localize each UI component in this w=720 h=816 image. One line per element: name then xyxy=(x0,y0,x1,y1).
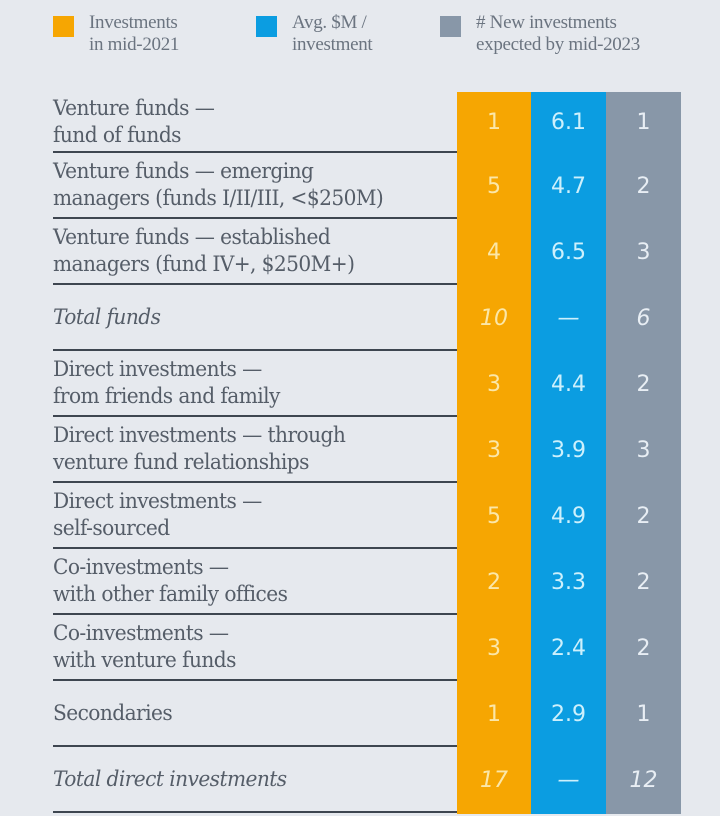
cell-investments-mid-2021: 3 xyxy=(457,417,531,484)
row-label: Secondaries xyxy=(53,700,173,725)
cell-new-investments-2023: 2 xyxy=(606,153,681,220)
table-total-row: Total direct investments 17—12 xyxy=(53,747,681,814)
row-label: Direct investments — through venture fun… xyxy=(53,423,346,474)
cell-new-investments-2023: 3 xyxy=(606,417,681,484)
cell-new-investments-2023: 2 xyxy=(606,615,681,682)
cell-avg-per-investment: 4.7 xyxy=(531,153,606,220)
row-label: Direct investments — from friends and fa… xyxy=(53,357,280,408)
cell-investments-mid-2021: 17 xyxy=(457,747,531,814)
cell-new-investments-2023: 2 xyxy=(606,351,681,418)
row-label: Venture funds — established managers (fu… xyxy=(53,225,355,276)
cell-avg-per-investment: 3.9 xyxy=(531,417,606,484)
table-row: Venture funds — emerging managers (funds… xyxy=(53,153,681,220)
cell-new-investments-2023: 2 xyxy=(606,549,681,616)
cell-avg-per-investment: 4.9 xyxy=(531,483,606,550)
legend-item-investments-mid-2021: Investments in mid-2021 xyxy=(53,12,179,56)
cell-investments-mid-2021: 10 xyxy=(457,285,531,352)
cell-new-investments-2023: 2 xyxy=(606,483,681,550)
cell-investments-mid-2021: 1 xyxy=(457,681,531,748)
cell-avg-per-investment: 6.5 xyxy=(531,219,606,286)
cell-new-investments-2023: 3 xyxy=(606,219,681,286)
cell-avg-per-investment: 4.4 xyxy=(531,351,606,418)
cell-investments-mid-2021: 2 xyxy=(457,549,531,616)
legend-item-avg-per-investment: Avg. $M / investment xyxy=(256,12,373,56)
table-row: Direct investments — from friends and fa… xyxy=(53,351,681,418)
table-row: Co-investments — with other family offic… xyxy=(53,549,681,616)
legend-label: Investments in mid-2021 xyxy=(89,12,180,55)
table-row: Direct investments — self-sourced 5 4.9 2 xyxy=(53,483,681,550)
table-total-row: Total funds 10—6 xyxy=(53,285,681,352)
row-label: Venture funds — fund of funds xyxy=(53,95,215,147)
cell-investments-mid-2021: 5 xyxy=(457,483,531,550)
cell-avg-per-investment: — xyxy=(531,285,606,352)
legend: Investments in mid-2021 Avg. $M / invest… xyxy=(0,12,720,62)
row-label: Direct investments — self-sourced xyxy=(53,489,262,540)
table-row: Venture funds — established managers (fu… xyxy=(53,219,681,286)
row-label: Co-investments — with venture funds xyxy=(53,621,236,672)
cell-investments-mid-2021: 4 xyxy=(457,219,531,286)
legend-item-new-investments: # New investments expected by mid-2023 xyxy=(440,12,640,56)
cell-investments-mid-2021: 5 xyxy=(457,153,531,220)
cell-investments-mid-2021: 1 xyxy=(457,92,531,154)
row-label: Venture funds — emerging managers (funds… xyxy=(53,159,384,210)
cell-avg-per-investment: 2.4 xyxy=(531,615,606,682)
cell-new-investments-2023: 6 xyxy=(606,285,681,352)
cell-investments-mid-2021: 3 xyxy=(457,351,531,418)
cell-new-investments-2023: 1 xyxy=(606,681,681,748)
row-label: Total funds xyxy=(53,304,161,329)
row-label: Co-investments — with other family offic… xyxy=(53,555,288,606)
cell-new-investments-2023: 1 xyxy=(606,92,681,154)
row-label: Total direct investments xyxy=(53,766,287,791)
cell-avg-per-investment: — xyxy=(531,747,606,814)
cell-avg-per-investment: 6.1 xyxy=(531,92,606,154)
investments-table: Venture funds — fund of funds 1 6.1 1 Ventur… xyxy=(53,92,681,814)
cell-avg-per-investment: 2.9 xyxy=(531,681,606,748)
table-row: Secondaries 1 2.9 1 xyxy=(53,681,681,748)
cell-investments-mid-2021: 3 xyxy=(457,615,531,682)
legend-label: # New investments expected by mid-2023 xyxy=(476,12,640,55)
table-row: Venture funds — fund of funds 1 6.1 1 xyxy=(53,92,681,154)
cell-new-investments-2023: 12 xyxy=(606,747,681,814)
legend-swatch-blue xyxy=(256,16,277,37)
table-row: Co-investments — with venture funds 3 2.4 2 xyxy=(53,615,681,682)
legend-swatch-orange xyxy=(53,16,74,37)
legend-label: Avg. $M / investment xyxy=(292,12,373,55)
legend-swatch-gray xyxy=(440,16,461,37)
table-row: Direct investments — through venture fun… xyxy=(53,417,681,484)
cell-avg-per-investment: 3.3 xyxy=(531,549,606,616)
